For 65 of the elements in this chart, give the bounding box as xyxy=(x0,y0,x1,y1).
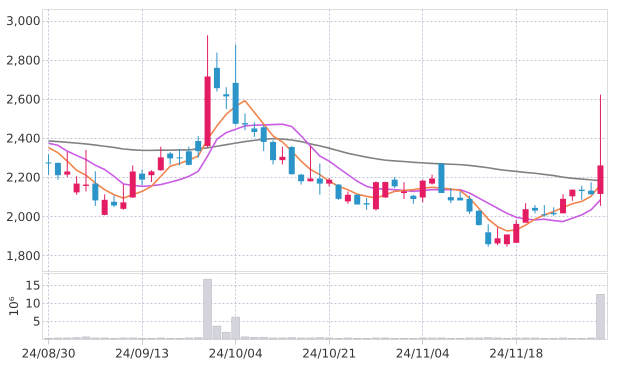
candlestick xyxy=(316,162,323,196)
candlestick xyxy=(513,219,520,244)
y-tick-label: 2,400 xyxy=(6,132,40,146)
candlestick xyxy=(54,162,61,180)
candlestick xyxy=(167,152,174,165)
candlestick xyxy=(214,52,220,92)
candlestick xyxy=(176,148,183,166)
y-tick-label: 10 xyxy=(25,296,40,310)
candlestick xyxy=(588,182,594,195)
candlestick xyxy=(494,227,501,246)
candlestick xyxy=(429,174,436,186)
candlestick xyxy=(336,183,342,200)
candlestick xyxy=(344,190,351,204)
candlestick xyxy=(578,185,585,200)
y-tick-label: 3,000 xyxy=(6,14,40,28)
candlestick xyxy=(298,173,304,186)
candlestick xyxy=(270,140,276,165)
x-tick-label: 24/11/04 xyxy=(396,346,450,360)
x-tick-label: 24/09/13 xyxy=(115,346,170,360)
y-tick-label: 1,800 xyxy=(6,248,40,263)
candlestick xyxy=(504,234,510,248)
y-tick-label: 2,200 xyxy=(6,170,40,185)
candlestick xyxy=(92,170,98,206)
candlestick xyxy=(364,198,370,210)
candlestick xyxy=(139,169,146,186)
candlestick xyxy=(569,189,576,202)
candlestick xyxy=(560,194,566,214)
candlestick xyxy=(401,182,408,200)
candlestick xyxy=(466,195,472,214)
y-tick-label: 2,600 xyxy=(6,92,40,106)
x-tick-label: 24/11/18 xyxy=(489,346,544,360)
candlestick xyxy=(522,202,529,224)
candlestick xyxy=(260,124,267,152)
y-tick-label: 2,000 xyxy=(6,210,40,224)
candlestick xyxy=(195,135,202,158)
y-tick-label: 5 xyxy=(32,314,40,328)
candlestick xyxy=(46,154,52,176)
candlestick xyxy=(279,146,286,165)
y-axis-title: 10⁶ xyxy=(7,296,22,317)
candlestick xyxy=(448,188,454,204)
candlestick xyxy=(420,179,426,203)
x-tick-label: 24/08/30 xyxy=(22,346,76,360)
candlestick xyxy=(382,181,388,198)
x-tick-label: 24/10/04 xyxy=(208,346,263,360)
x-tick-label: 24/10/21 xyxy=(302,346,356,360)
candlestick xyxy=(64,151,70,178)
candlestick xyxy=(120,184,126,210)
candlestick xyxy=(102,194,108,216)
candlestick xyxy=(307,146,314,182)
candlestick xyxy=(223,86,230,110)
y-tick-label: 15 xyxy=(25,278,40,292)
candlestick xyxy=(485,224,492,248)
candlestick xyxy=(82,149,89,192)
candlestick xyxy=(158,146,164,172)
candlestick xyxy=(242,112,248,131)
y-tick-label: 2,800 xyxy=(6,53,40,68)
candlestick xyxy=(392,176,398,189)
candlestick xyxy=(186,146,192,166)
candlestick xyxy=(148,170,154,183)
candlestick xyxy=(541,204,548,218)
candlestick xyxy=(74,176,80,196)
candlestick xyxy=(111,195,118,208)
line-series xyxy=(48,123,602,222)
candlestick xyxy=(476,209,482,226)
candlestick xyxy=(251,122,258,138)
